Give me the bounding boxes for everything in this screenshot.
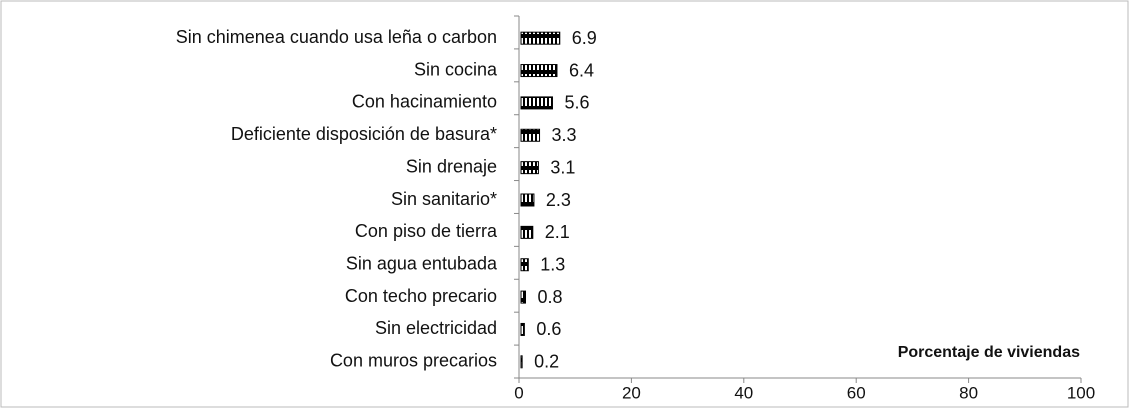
y-tick-label: Sin electricidad (375, 318, 497, 338)
bar (520, 258, 529, 272)
bar (520, 290, 526, 304)
bar (520, 128, 541, 142)
value-label: 0.2 (534, 352, 559, 372)
value-label: 0.6 (536, 319, 561, 339)
y-tick-label: Con muros precarios (330, 351, 497, 371)
x-tick-label: 40 (734, 383, 753, 402)
bar (520, 322, 525, 336)
y-tick-label: Sin sanitario* (391, 189, 497, 209)
bar (520, 193, 535, 207)
y-tick-label: Sin drenaje (406, 156, 497, 176)
y-tick-label: Sin chimenea cuando usa leña o carbon (176, 27, 497, 47)
y-tick-label: Deficiente disposición de basura* (231, 124, 497, 144)
bar (520, 64, 558, 78)
x-tick-label: 100 (1067, 383, 1095, 402)
value-label: 3.1 (550, 157, 575, 177)
bar (520, 355, 523, 369)
value-label: 1.3 (540, 254, 565, 274)
value-label: 3.3 (552, 125, 577, 145)
x-tick-label: 20 (622, 383, 641, 402)
y-tick-label: Con hacinamiento (352, 92, 497, 112)
value-label: 5.6 (564, 93, 589, 113)
bar (520, 161, 539, 175)
bar (520, 225, 534, 239)
value-label: 2.1 (545, 222, 570, 242)
value-label: 2.3 (546, 190, 571, 210)
y-tick-label: Sin cocina (414, 59, 498, 79)
value-label: 6.4 (569, 60, 594, 80)
bar (520, 96, 553, 110)
x-tick-label: 0 (514, 383, 523, 402)
value-label: 0.8 (537, 287, 562, 307)
x-tick-label: 60 (847, 383, 866, 402)
value-label: 6.9 (572, 28, 597, 48)
y-tick-label: Sin agua entubada (346, 253, 498, 273)
y-tick-label: Con piso de tierra (355, 221, 498, 241)
x-tick-label: 80 (959, 383, 978, 402)
annotation: Porcentaje de viviendas (898, 344, 1080, 361)
bar (520, 31, 561, 45)
y-tick-label: Con techo precario (345, 286, 497, 306)
